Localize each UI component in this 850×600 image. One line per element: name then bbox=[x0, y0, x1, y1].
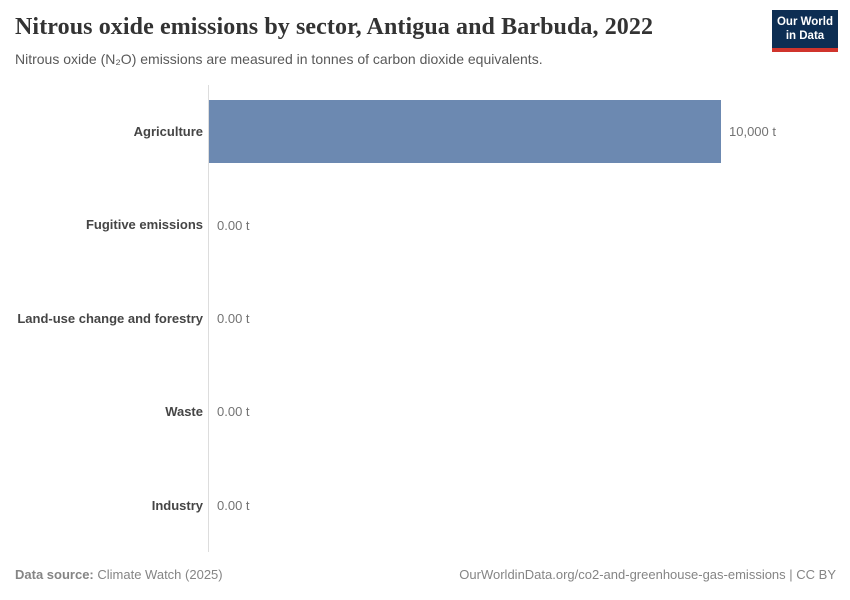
owid-logo-line1: Our World bbox=[776, 16, 833, 28]
category-label: Land-use change and forestry bbox=[17, 310, 203, 326]
bar-agriculture[interactable] bbox=[209, 100, 721, 164]
bar-track: 10,000 t bbox=[209, 100, 776, 164]
bar-track: 0.00 t bbox=[209, 194, 776, 257]
chart-rows: Agriculture 10,000 t Fugitive emissions … bbox=[0, 85, 850, 552]
bar-chart: Agriculture 10,000 t Fugitive emissions … bbox=[0, 85, 850, 552]
value-label: 0.00 t bbox=[217, 311, 250, 327]
bar-track: 0.00 t bbox=[209, 474, 776, 537]
chart-row-land-use-change-and-forestry: Land-use change and forestry 0.00 t bbox=[0, 272, 850, 365]
owid-logo-red-bar bbox=[772, 47, 838, 52]
bar-track: 0.00 t bbox=[209, 287, 776, 350]
data-source-label: Data source: bbox=[15, 567, 94, 582]
chart-row-waste: Waste 0.00 t bbox=[0, 365, 850, 458]
chart-footer: Data source: Climate Watch (2025) OurWor… bbox=[15, 567, 836, 582]
owid-logo-line2: in Data bbox=[785, 30, 825, 43]
chart-row-industry: Industry 0.00 t bbox=[0, 459, 850, 552]
chart-row-fugitive-emissions: Fugitive emissions 0.00 t bbox=[0, 178, 850, 271]
owid-logo[interactable]: Our World in Data bbox=[772, 10, 838, 52]
category-label: Waste bbox=[165, 404, 203, 420]
attribution-link[interactable]: OurWorldinData.org/co2-and-greenhouse-ga… bbox=[459, 567, 836, 582]
category-label: Fugitive emissions bbox=[85, 217, 203, 233]
value-label: 0.00 t bbox=[217, 497, 250, 513]
bar-track: 0.00 t bbox=[209, 380, 776, 443]
value-label: 0.00 t bbox=[217, 217, 250, 233]
category-label: Industry bbox=[151, 497, 203, 513]
chart-subtitle: Nitrous oxide (N₂O) emissions are measur… bbox=[15, 51, 543, 67]
chart-title: Nitrous oxide emissions by sector, Antig… bbox=[15, 14, 654, 40]
owid-logo-text: Our World in Data bbox=[772, 10, 838, 48]
y-axis-line bbox=[208, 85, 209, 552]
chart-row-agriculture: Agriculture 10,000 t bbox=[0, 85, 850, 178]
data-source-value[interactable]: Climate Watch (2025) bbox=[97, 567, 223, 582]
value-label: 10,000 t bbox=[729, 124, 776, 140]
value-label: 0.00 t bbox=[217, 404, 250, 420]
data-source-line[interactable]: Data source: Climate Watch (2025) bbox=[15, 567, 223, 582]
category-label: Agriculture bbox=[133, 123, 203, 139]
